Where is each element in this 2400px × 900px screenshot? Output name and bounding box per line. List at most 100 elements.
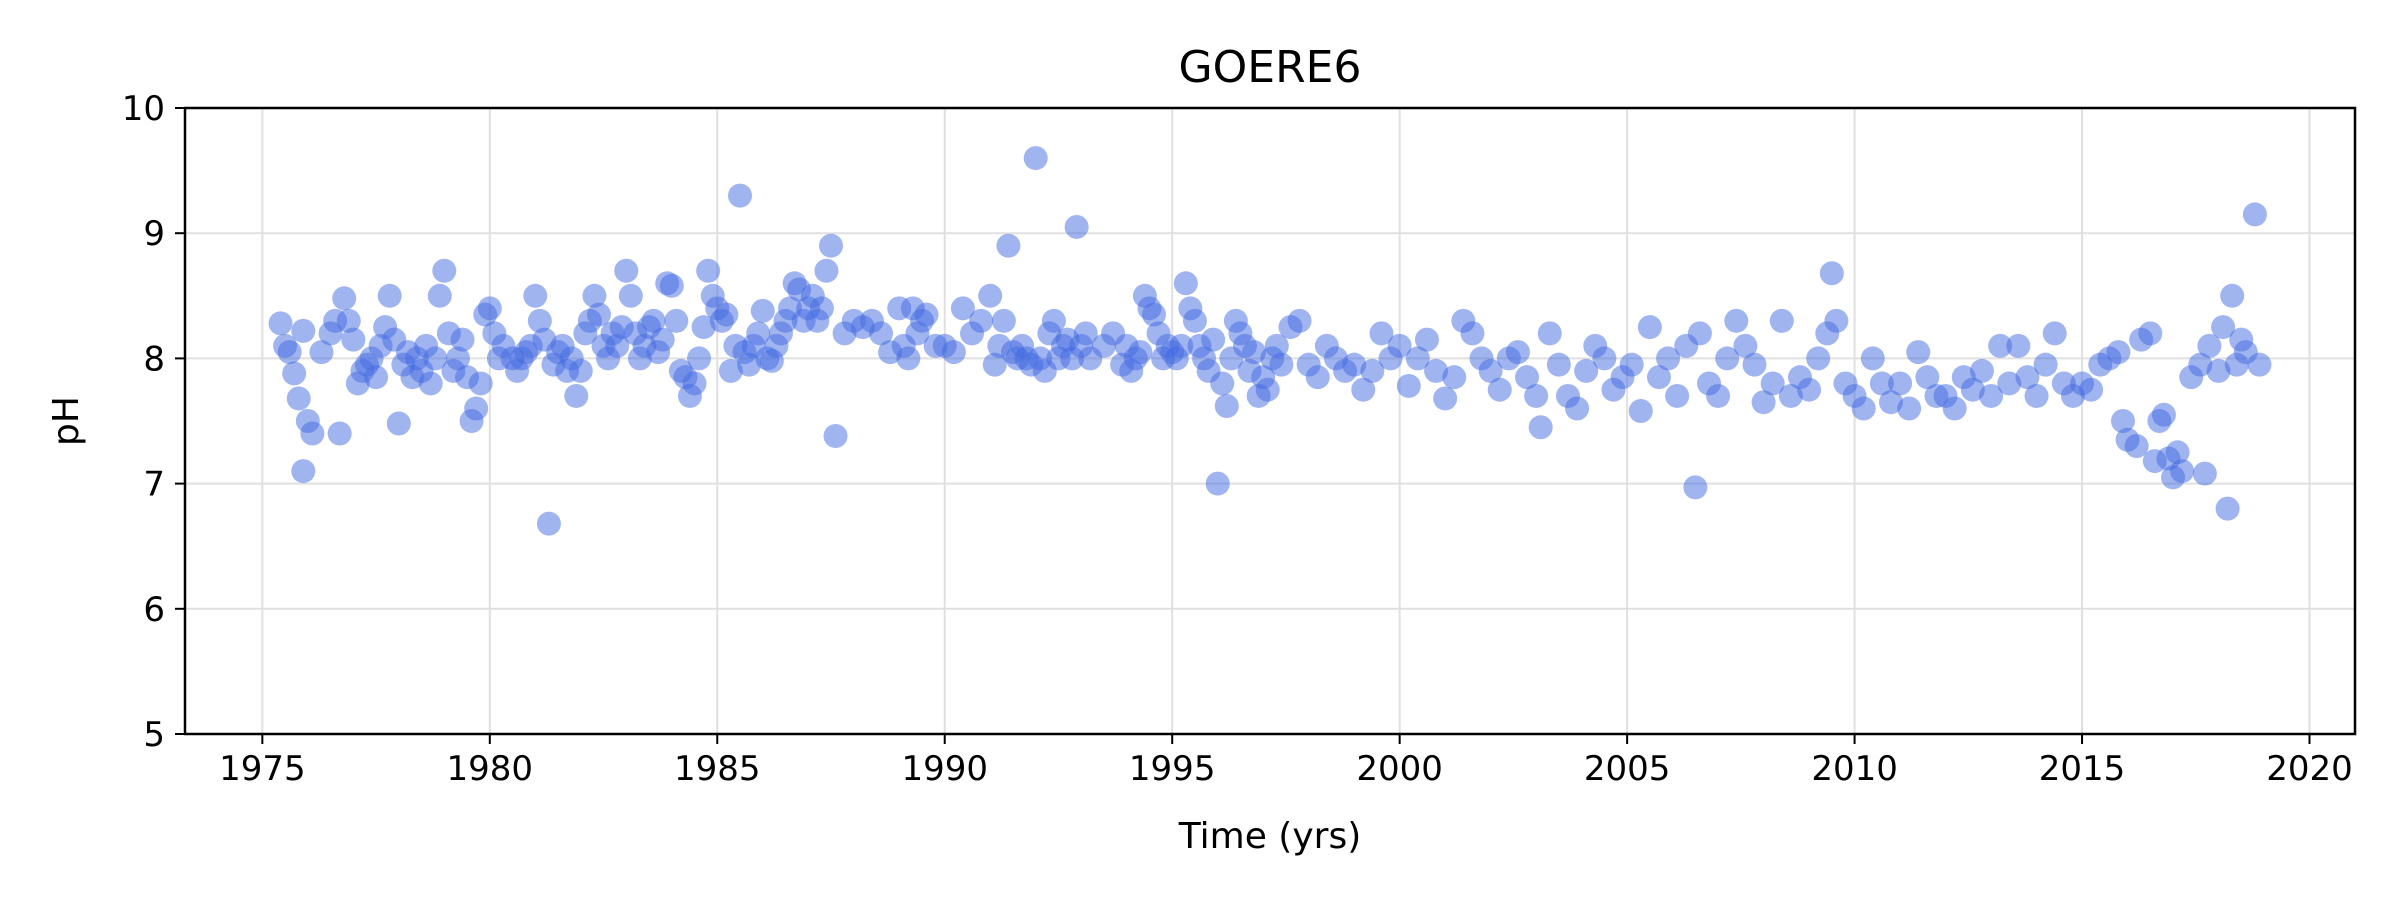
data-point <box>1342 352 1367 377</box>
data-point <box>814 258 839 283</box>
x-tick-label: 2010 <box>1811 749 1898 789</box>
x-tick-label: 1980 <box>447 749 534 789</box>
data-point <box>809 296 834 321</box>
data-point <box>991 308 1016 333</box>
data-point <box>1478 358 1503 383</box>
data-point <box>2192 461 2217 486</box>
data-point <box>1023 146 1048 171</box>
data-point <box>2024 383 2049 408</box>
data-point <box>2220 283 2245 308</box>
data-point <box>1851 396 1876 421</box>
data-point <box>432 258 457 283</box>
data-point <box>332 286 357 311</box>
data-point <box>718 358 743 383</box>
data-point <box>1424 358 1449 383</box>
data-point <box>2151 402 2176 427</box>
data-point <box>1646 365 1671 390</box>
x-tick-label: 1975 <box>219 749 306 789</box>
data-point <box>2033 352 2058 377</box>
data-point <box>1988 333 2013 358</box>
data-point <box>2110 409 2135 433</box>
data-point <box>1960 377 1985 402</box>
data-point <box>1214 393 1239 418</box>
data-point <box>1528 415 1553 440</box>
data-point <box>1287 308 1312 333</box>
data-point <box>364 365 389 390</box>
data-point <box>691 315 716 340</box>
data-point <box>582 283 607 308</box>
data-point <box>1205 471 1230 496</box>
data-point <box>746 321 771 346</box>
data-point <box>1683 475 1708 500</box>
data-point <box>714 302 739 327</box>
data-point <box>896 346 921 371</box>
data-point <box>618 283 643 308</box>
data-point <box>427 283 452 308</box>
data-point <box>2197 333 2222 358</box>
data-point <box>1906 340 1931 365</box>
data-point <box>477 296 502 321</box>
data-point <box>1414 327 1439 352</box>
x-tick-label: 1995 <box>1129 749 1216 789</box>
data-point <box>1819 261 1844 286</box>
data-point <box>1169 333 1194 358</box>
data-point <box>1574 358 1599 383</box>
y-tick-label: 10 <box>122 89 165 129</box>
data-point <box>291 459 316 484</box>
data-point <box>969 308 994 333</box>
data-point <box>564 383 589 408</box>
data-point <box>1537 321 1562 346</box>
data-point <box>341 327 366 352</box>
data-point <box>682 371 707 396</box>
data-point <box>687 346 712 371</box>
data-point <box>1515 365 1540 390</box>
x-tick-label: 2015 <box>2039 749 2126 789</box>
data-point <box>1665 383 1690 408</box>
data-point <box>1387 333 1412 358</box>
data-point <box>2242 202 2267 227</box>
data-point <box>2124 434 2149 459</box>
data-point <box>423 346 448 371</box>
data-point <box>523 283 548 308</box>
data-point <box>1997 371 2022 396</box>
data-point <box>1305 365 1330 390</box>
data-point <box>418 371 443 396</box>
data-point <box>1769 308 1794 333</box>
data-point <box>1687 321 1712 346</box>
data-point <box>750 298 775 323</box>
data-point <box>1405 346 1430 371</box>
grid-lines <box>185 107 2355 735</box>
data-point <box>2165 440 2190 465</box>
data-point <box>2015 365 2040 390</box>
data-point <box>1969 358 1994 383</box>
plot-frame <box>183 106 2357 736</box>
data-point <box>282 361 307 386</box>
data-point <box>1888 371 1913 396</box>
data-point <box>1979 383 2004 408</box>
data-point <box>1942 396 1967 421</box>
data-point <box>614 258 639 283</box>
data-point <box>950 296 975 321</box>
data-point <box>286 386 311 411</box>
data-point <box>1505 340 1530 365</box>
data-point <box>1760 371 1785 396</box>
data-point <box>327 421 352 446</box>
data-point <box>1524 383 1549 408</box>
data-point <box>1733 333 1758 358</box>
data-point <box>996 233 1021 258</box>
data-point <box>941 340 966 365</box>
data-point <box>823 424 848 449</box>
y-tick-label: 6 <box>143 590 165 630</box>
data-point <box>605 333 630 358</box>
data-point <box>1182 308 1207 333</box>
data-point <box>1806 346 1831 371</box>
chart-title: GOERE6 <box>1179 42 1362 93</box>
data-point <box>1778 383 1803 408</box>
data-point <box>1264 333 1289 358</box>
x-axis-label: Time (yrs) <box>1178 816 1362 857</box>
data-point <box>1242 340 1267 365</box>
data-point <box>818 233 843 258</box>
data-point <box>2211 315 2236 340</box>
data-point <box>1751 390 1776 415</box>
data-point <box>2138 321 2163 346</box>
